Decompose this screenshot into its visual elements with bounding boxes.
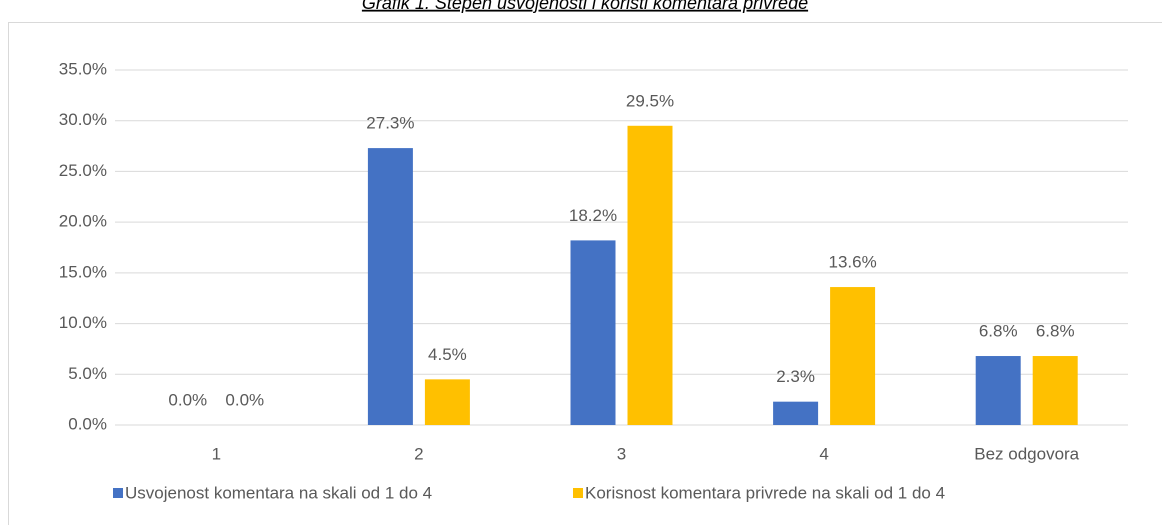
legend-label: Korisnost komentara privrede na skali od…	[585, 483, 945, 502]
value-label: 13.6%	[828, 253, 876, 272]
value-label: 27.3%	[366, 114, 414, 133]
y-tick-label: 20.0%	[59, 212, 107, 231]
bar	[773, 401, 819, 425]
legend-swatch	[573, 488, 583, 498]
x-tick-label: 4	[819, 444, 828, 463]
y-tick-label: 15.0%	[59, 262, 107, 281]
value-label: 29.5%	[626, 91, 674, 110]
bar	[627, 125, 673, 426]
x-tick-label: 2	[414, 444, 423, 463]
legend-label: Usvojenost komentara na skali od 1 do 4	[125, 483, 432, 502]
x-tick-label: 1	[212, 444, 221, 463]
x-tick-label: Bez odgovora	[974, 444, 1079, 463]
bar	[570, 240, 616, 425]
chart-title: Grafik 1. Stepen usvojenosti i koristi k…	[362, 0, 808, 13]
bar	[367, 148, 413, 425]
value-label: 0.0%	[225, 390, 264, 409]
y-tick-label: 5.0%	[68, 364, 107, 383]
y-tick-label: 35.0%	[59, 59, 107, 78]
x-tick-label: 3	[617, 444, 626, 463]
bar	[975, 356, 1021, 425]
y-tick-label: 0.0%	[68, 414, 107, 433]
y-tick-label: 30.0%	[59, 110, 107, 129]
chart-frame	[8, 22, 1162, 525]
value-label: 6.8%	[1036, 322, 1075, 341]
legend-swatch	[113, 488, 123, 498]
bar	[830, 287, 876, 425]
value-label: 0.0%	[168, 390, 207, 409]
value-label: 2.3%	[776, 367, 815, 386]
bar	[1032, 356, 1078, 425]
y-tick-label: 25.0%	[59, 161, 107, 180]
y-tick-label: 10.0%	[59, 313, 107, 332]
value-label: 6.8%	[979, 322, 1018, 341]
bar	[424, 379, 470, 425]
value-label: 18.2%	[569, 206, 617, 225]
value-label: 4.5%	[428, 345, 467, 364]
